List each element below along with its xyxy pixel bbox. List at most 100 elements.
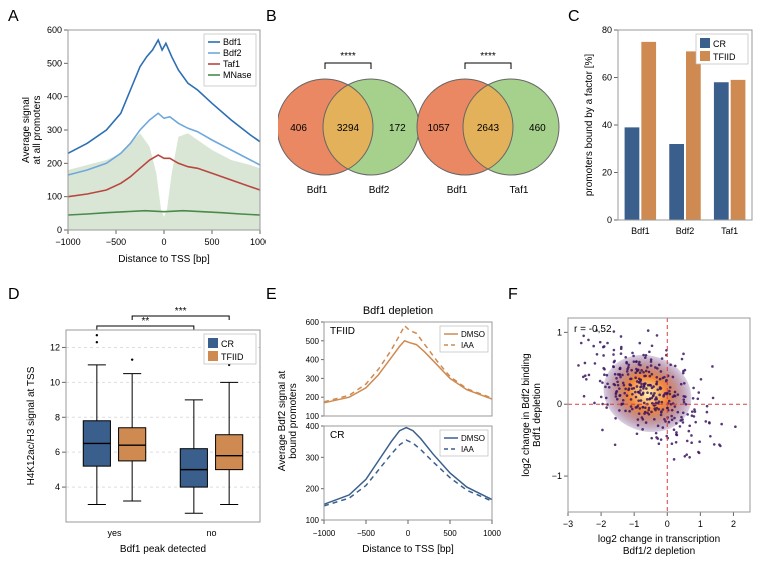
svg-text:100: 100 (306, 516, 320, 525)
panel-e: Bdf1 depletion 100 200 300 400 500 600 TFIID DMS… (278, 304, 506, 574)
svg-text:60: 60 (602, 73, 612, 83)
panel-c: 020406080Bdf1Bdf2Taf1promoters bound by … (580, 22, 758, 257)
svg-text:−3: −3 (563, 519, 573, 529)
svg-text:Bdf1/2 depletion: Bdf1/2 depletion (623, 546, 695, 557)
svg-text:yes: yes (107, 528, 122, 538)
svg-text:12: 12 (50, 342, 60, 352)
svg-text:600: 600 (306, 318, 320, 327)
panel-d: 4681012yesno*****H4K12ac/H3 signal at TS… (22, 304, 266, 574)
svg-text:400: 400 (47, 92, 62, 102)
svg-text:Bdf1 depletion: Bdf1 depletion (363, 305, 433, 317)
svg-text:−1000: −1000 (55, 237, 80, 247)
svg-text:CR: CR (330, 430, 344, 441)
figure-root: A B C D E F 0100200300400500600−1000−500… (8, 8, 759, 575)
panel-label-a: A (8, 8, 19, 26)
svg-text:Distance to TSS [bp]: Distance to TSS [bp] (118, 254, 210, 265)
svg-text:Bdf2: Bdf2 (676, 226, 695, 236)
svg-text:300: 300 (306, 453, 320, 462)
svg-text:200: 200 (306, 393, 320, 402)
svg-text:0: 0 (557, 399, 562, 409)
svg-text:**: ** (141, 316, 149, 327)
svg-text:0: 0 (161, 237, 166, 247)
panel-a: 0100200300400500600−1000−50005001000Dist… (22, 22, 266, 282)
svg-text:80: 80 (602, 25, 612, 35)
svg-text:****: **** (340, 51, 356, 62)
svg-text:r = -0,52: r = -0,52 (574, 324, 612, 335)
svg-text:500: 500 (306, 337, 320, 346)
svg-text:200: 200 (306, 485, 320, 494)
svg-text:no: no (206, 528, 216, 538)
svg-text:−500: −500 (357, 529, 376, 538)
svg-text:400: 400 (306, 422, 320, 431)
svg-text:300: 300 (306, 374, 320, 383)
svg-text:500: 500 (47, 58, 62, 68)
svg-text:Bdf1: Bdf1 (307, 185, 328, 196)
svg-text:3294: 3294 (337, 123, 360, 134)
svg-text:Bdf1: Bdf1 (223, 37, 242, 47)
svg-text:Bdf1: Bdf1 (447, 185, 468, 196)
panel-b-svg: 4063294172Bdf1Bdf2****10572643460Bdf1Taf… (278, 22, 568, 252)
svg-text:0: 0 (57, 225, 62, 235)
svg-text:40: 40 (602, 120, 612, 130)
svg-text:TFIID: TFIID (330, 326, 355, 337)
svg-text:Bdf2: Bdf2 (369, 185, 390, 196)
svg-text:6: 6 (55, 447, 60, 457)
svg-text:0: 0 (665, 519, 670, 529)
panel-label-d: D (8, 286, 20, 304)
svg-text:IAA: IAA (461, 341, 475, 350)
svg-text:200: 200 (47, 158, 62, 168)
panel-a-svg: 0100200300400500600−1000−50005001000Dist… (22, 22, 266, 282)
svg-text:300: 300 (47, 125, 62, 135)
panel-label-c: C (568, 8, 580, 26)
svg-text:Taf1: Taf1 (721, 226, 738, 236)
svg-text:20: 20 (602, 168, 612, 178)
svg-text:log2 change in Bdf2 binding: log2 change in Bdf2 binding (521, 353, 532, 476)
svg-text:CR: CR (713, 39, 726, 49)
svg-text:Average signal: Average signal (22, 97, 32, 163)
svg-text:Bdf1 depletion: Bdf1 depletion (532, 383, 543, 447)
svg-text:Average Bdf2 signal at: Average Bdf2 signal at (278, 371, 288, 472)
svg-text:TFIID: TFIID (713, 52, 736, 62)
svg-text:1: 1 (698, 519, 703, 529)
svg-text:172: 172 (389, 123, 406, 134)
svg-text:1057: 1057 (427, 123, 450, 134)
svg-text:bound promoters: bound promoters (288, 383, 299, 459)
svg-text:promoters bound by a factor [%: promoters bound by a factor [%] (584, 54, 595, 197)
svg-text:500: 500 (204, 237, 219, 247)
svg-text:TFIID: TFIID (221, 352, 244, 362)
svg-text:1: 1 (557, 327, 562, 337)
svg-text:Taf1: Taf1 (510, 185, 529, 196)
svg-text:2643: 2643 (477, 123, 500, 134)
panel-f: −3−2−1012−101r = -0,52log2 change in tra… (520, 304, 758, 574)
svg-text:−1: −1 (629, 519, 639, 529)
svg-text:IAA: IAA (461, 445, 475, 454)
panel-c-svg: 020406080Bdf1Bdf2Taf1promoters bound by … (580, 22, 758, 257)
svg-text:460: 460 (529, 123, 546, 134)
panel-label-f: F (508, 286, 518, 304)
svg-text:−2: −2 (596, 519, 606, 529)
svg-text:DMSO: DMSO (461, 330, 485, 339)
panel-label-b: B (266, 8, 277, 26)
svg-text:****: **** (480, 51, 496, 62)
svg-text:0: 0 (406, 529, 411, 538)
svg-text:at all promoters: at all promoters (32, 96, 43, 165)
svg-text:400: 400 (306, 356, 320, 365)
svg-text:log2 change in transcription: log2 change in transcription (598, 534, 720, 545)
svg-text:500: 500 (443, 529, 457, 538)
svg-text:1000: 1000 (250, 237, 266, 247)
svg-text:MNase: MNase (223, 70, 252, 80)
svg-text:−1: −1 (552, 471, 562, 481)
svg-text:8: 8 (55, 412, 60, 422)
panel-b: 4063294172Bdf1Bdf2****10572643460Bdf1Taf… (278, 22, 568, 252)
svg-text:CR: CR (221, 339, 234, 349)
panel-d-svg: 4681012yesno*****H4K12ac/H3 signal at TS… (22, 304, 266, 574)
svg-text:H4K12ac/H3 signal at TSS: H4K12ac/H3 signal at TSS (26, 366, 37, 485)
svg-text:Taf1: Taf1 (223, 59, 240, 69)
svg-text:Distance to TSS [bp]: Distance to TSS [bp] (362, 544, 454, 555)
panel-f-svg: −3−2−1012−101r = -0,52log2 change in tra… (520, 304, 758, 574)
svg-text:Bdf2: Bdf2 (223, 48, 242, 58)
svg-text:600: 600 (47, 25, 62, 35)
panel-e-svg: Bdf1 depletion 100 200 300 400 500 600 TFIID DMS… (278, 304, 506, 574)
svg-text:−1000: −1000 (313, 529, 336, 538)
svg-text:4: 4 (55, 482, 60, 492)
